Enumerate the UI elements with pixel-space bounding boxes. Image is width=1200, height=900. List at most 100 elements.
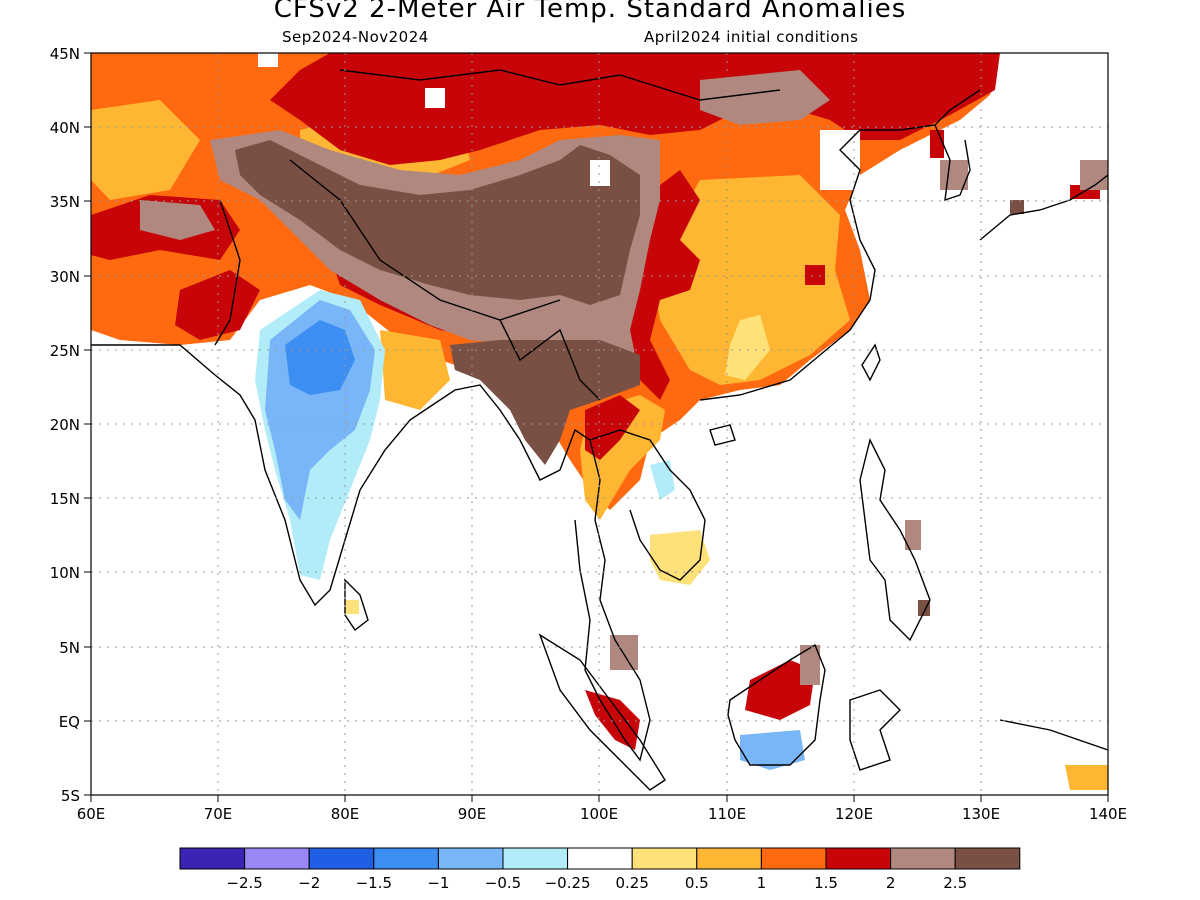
anomaly-region-light-blue bbox=[650, 460, 675, 500]
colorbar-swatch bbox=[502, 847, 569, 870]
anomaly-cell-dark-brown bbox=[1010, 200, 1024, 214]
coastline-sri-lanka bbox=[344, 578, 369, 632]
border-himalaya bbox=[289, 159, 561, 321]
colorbar-swatch bbox=[890, 847, 956, 870]
anomaly-region-light-orange bbox=[91, 100, 200, 200]
lat-label: 40N bbox=[50, 119, 80, 137]
lon-label: 80E bbox=[331, 805, 360, 823]
anomaly-cell-dark-brown bbox=[918, 600, 930, 616]
lat-label: 35N bbox=[50, 193, 80, 211]
colorbar-label: −2 bbox=[298, 874, 320, 892]
coastline-japan bbox=[979, 174, 1108, 241]
coastline-korea bbox=[934, 124, 971, 202]
colorbar-label: 1.5 bbox=[814, 874, 838, 892]
anomaly-region-dark-red bbox=[585, 395, 640, 460]
colorbar-label: −1 bbox=[427, 874, 449, 892]
colorbar-label: −0.25 bbox=[545, 874, 591, 892]
coastlines bbox=[91, 69, 1108, 791]
colorbar-swatch bbox=[308, 847, 375, 870]
colorbar-label: 0.5 bbox=[685, 874, 709, 892]
anomaly-region-dark-brown bbox=[450, 340, 640, 465]
anomaly-cell-dark-red bbox=[805, 265, 825, 285]
colorbar-label: 2.5 bbox=[943, 874, 967, 892]
colorbar-label: 0.25 bbox=[615, 874, 648, 892]
missing-data-cell bbox=[820, 130, 860, 190]
colorbar-swatch bbox=[373, 847, 439, 870]
colorbar-swatch bbox=[825, 847, 892, 870]
lat-label: 20N bbox=[50, 416, 80, 434]
colorbar-label: 2 bbox=[886, 874, 896, 892]
lat-label: 30N bbox=[50, 268, 80, 286]
coastline-south-asia bbox=[91, 344, 651, 762]
coastline-sulawesi bbox=[849, 689, 901, 771]
border-china-mongolia bbox=[339, 69, 781, 101]
lat-label: 5S bbox=[61, 787, 80, 805]
lat-label: 15N bbox=[50, 490, 80, 508]
colorbar-swatch bbox=[696, 847, 762, 870]
colorbar-label: 1 bbox=[757, 874, 767, 892]
anomaly-region-greyish-brown bbox=[140, 200, 215, 240]
missing-data-cell bbox=[425, 88, 445, 108]
border-india-pakistan bbox=[214, 199, 241, 346]
anomaly-cell-greyish-brown bbox=[905, 520, 921, 550]
anomaly-cell-yellow bbox=[345, 600, 359, 614]
anomaly-region-dark-red bbox=[745, 660, 815, 720]
colorbar-swatch bbox=[631, 847, 698, 870]
anomaly-region-light-orange bbox=[380, 330, 450, 410]
anomaly-fields bbox=[91, 53, 1108, 790]
anomaly-cell-greyish-brown bbox=[610, 635, 638, 670]
latitude-labels: 45N 40N 35N 30N 25N 20N 15N 10N 5N EQ 5S bbox=[50, 45, 80, 805]
colorbar-swatch bbox=[437, 847, 504, 870]
colorbar-label: −0.5 bbox=[485, 874, 521, 892]
anomaly-region-blue bbox=[285, 320, 355, 395]
colorbar-swatch bbox=[954, 847, 1021, 870]
colorbar-labels: −2.5 −2 −1.5 −1 −0.5 −0.25 0.25 0.5 1 1.5 2 2.5 bbox=[226, 874, 967, 892]
colorbar-swatch bbox=[244, 847, 310, 870]
coastline-china bbox=[699, 89, 981, 401]
anomaly-region-yellow bbox=[650, 530, 710, 585]
colorbar-swatch bbox=[567, 847, 633, 870]
lon-label: 110E bbox=[708, 805, 746, 823]
coastline-indochina bbox=[589, 429, 706, 581]
grid-lines bbox=[91, 53, 1108, 795]
anomaly-region-dark-red bbox=[175, 270, 260, 340]
coastline-philippines bbox=[859, 437, 931, 642]
lon-label: 90E bbox=[458, 805, 487, 823]
lon-label: 140E bbox=[1089, 805, 1127, 823]
lon-label: 70E bbox=[204, 805, 233, 823]
missing-data-cell bbox=[258, 53, 278, 67]
anomaly-region-light-orange bbox=[1065, 765, 1108, 790]
colorbar bbox=[179, 847, 1021, 870]
coastline-taiwan bbox=[861, 343, 881, 382]
lat-label: 45N bbox=[50, 45, 80, 63]
coastline-sumatra bbox=[538, 633, 666, 791]
anomaly-cell-dark-red bbox=[930, 130, 944, 158]
anomaly-region-light-orange bbox=[650, 175, 850, 385]
map-title: CFSv2 2-Meter Air Temp. Standard Anomali… bbox=[273, 0, 907, 24]
lat-label: 10N bbox=[50, 564, 80, 582]
lon-label: 130E bbox=[962, 805, 1000, 823]
forecast-period: Sep2024-Nov2024 bbox=[282, 28, 429, 46]
colorbar-swatch bbox=[760, 847, 827, 870]
anomaly-region-dark-red bbox=[270, 53, 1000, 165]
lat-label: 5N bbox=[59, 639, 80, 657]
colorbar-label: −2.5 bbox=[226, 874, 262, 892]
coastline-borneo bbox=[727, 643, 826, 766]
lon-label: 60E bbox=[77, 805, 106, 823]
border-myanmar bbox=[499, 319, 601, 401]
anomaly-region-mid-blue bbox=[740, 730, 805, 770]
longitude-labels: 60E 70E 80E 90E 100E 110E 120E 130E 140E bbox=[77, 805, 1127, 823]
initial-conditions: April2024 initial conditions bbox=[644, 28, 859, 46]
colorbar-swatch bbox=[179, 847, 246, 870]
lon-label: 100E bbox=[580, 805, 618, 823]
anomaly-region-dark-brown bbox=[235, 140, 640, 305]
lat-label: 25N bbox=[50, 342, 80, 360]
lon-label: 120E bbox=[835, 805, 873, 823]
lat-label: EQ bbox=[59, 713, 80, 731]
coastline-hainan bbox=[709, 424, 736, 446]
anomaly-cell-greyish-brown bbox=[800, 645, 820, 685]
anomaly-region-yellow bbox=[725, 315, 770, 380]
missing-data-cell bbox=[590, 160, 610, 186]
coastline-new-guinea bbox=[999, 719, 1108, 751]
